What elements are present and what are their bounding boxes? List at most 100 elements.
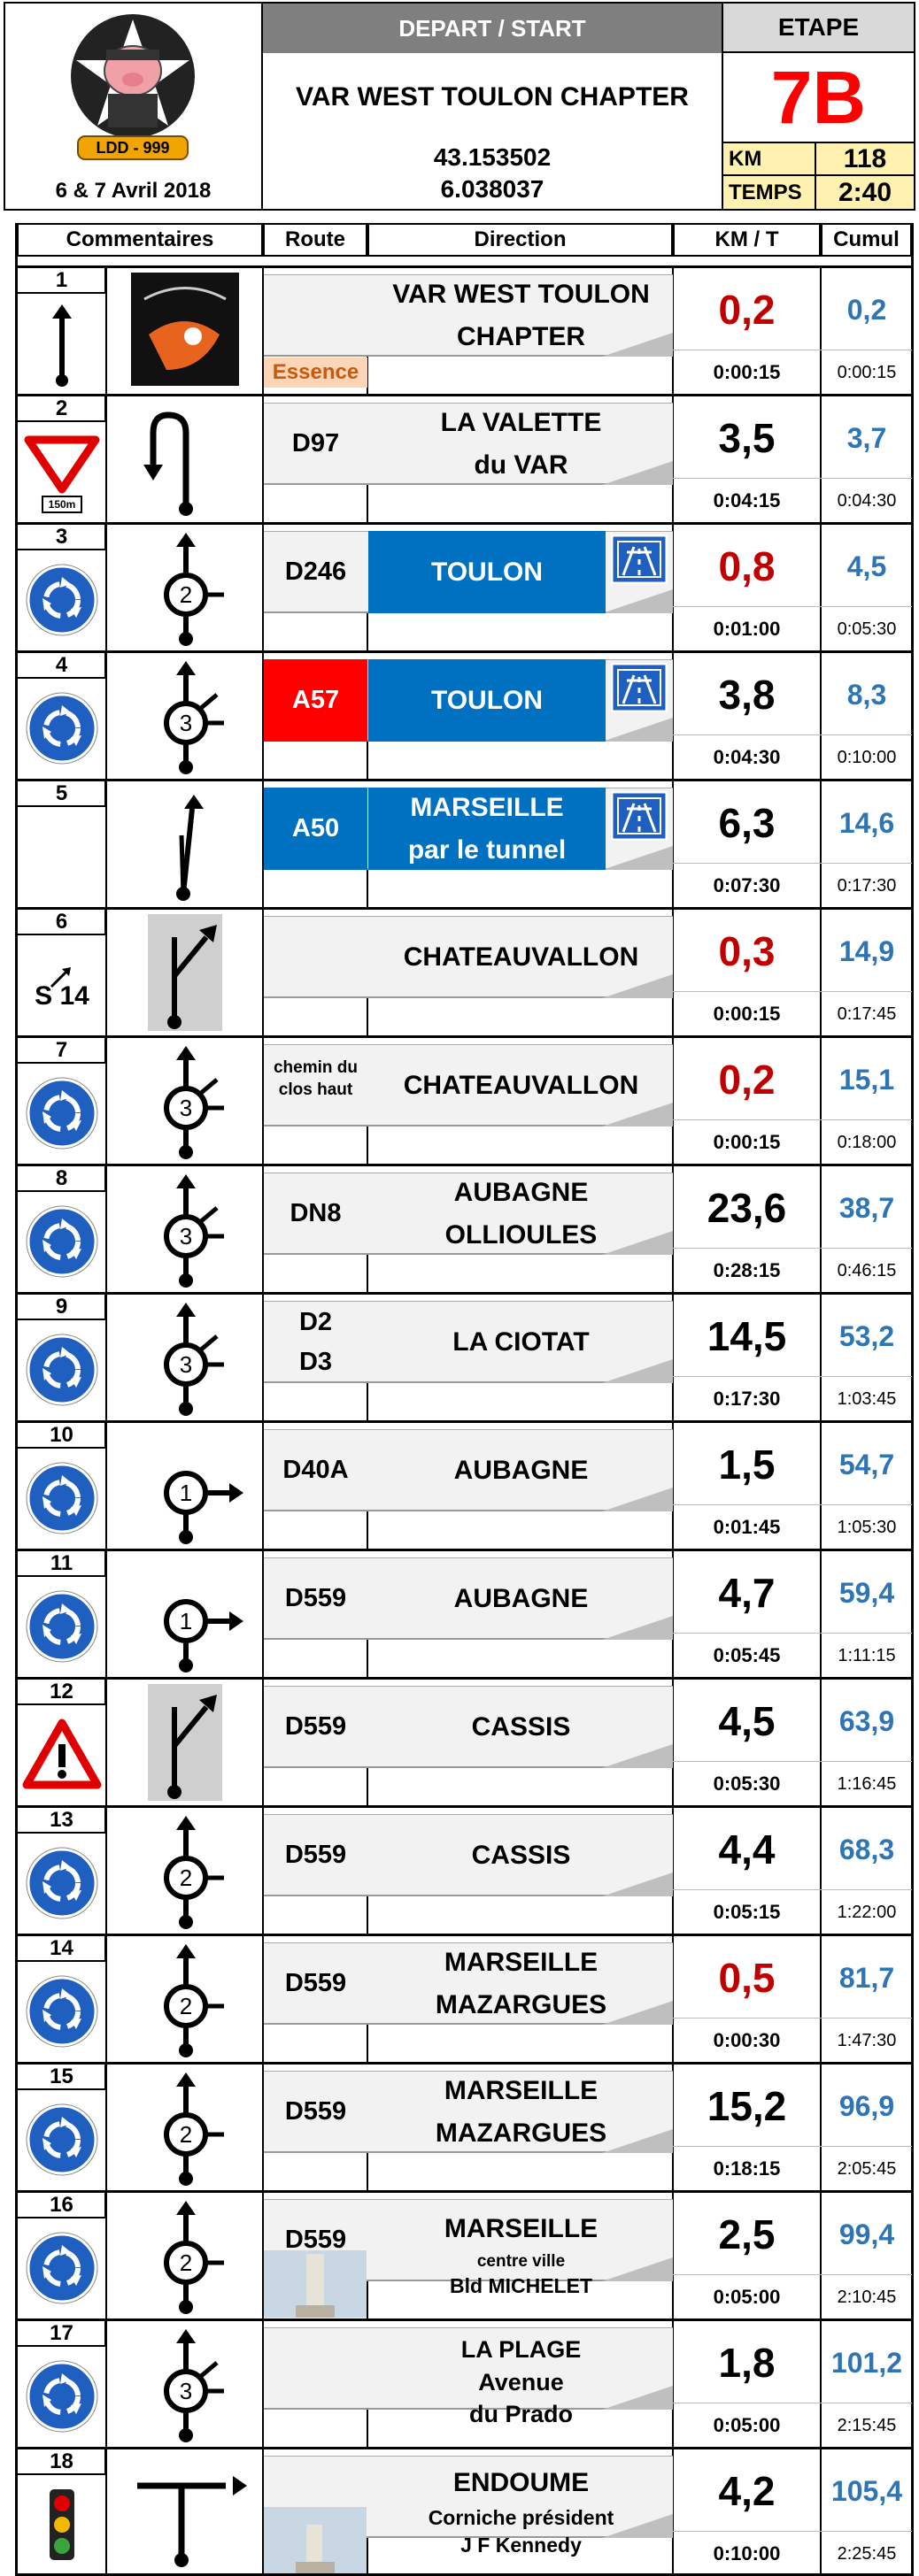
cumul-km: 68,3 [822,1812,912,1887]
divider [673,1504,912,1505]
divider [367,1511,368,1549]
motorway-icon [611,534,668,584]
column-header: Route [263,223,367,257]
direction-detail: Corniche président [429,2504,614,2532]
cumul-time: 2:25:45 [822,2535,912,2572]
cumul-km: 38,7 [822,1171,912,1245]
arrow-head [176,1944,196,1958]
direction-line: CASSIS [472,1706,571,1749]
divider [673,2146,912,2147]
logo-glasses [106,50,159,60]
row-border [17,1420,912,1423]
route-line: D559 [285,1579,346,1619]
number: 3 [17,524,106,550]
segment-km: 0,2 [673,1042,821,1117]
yield-icon: 150m [18,427,106,516]
route-line: D3 [299,1342,332,1382]
divider [673,1248,912,1249]
cumul-time: 0:17:45 [822,996,912,1033]
divider [673,1376,912,1377]
icon-text: 3 [180,710,192,736]
route-line: DN8 [290,1194,341,1234]
divider [367,1768,368,1805]
route [264,2456,367,2538]
warning-bar [58,1744,66,1767]
roundabout-diagram: 3 [120,1167,261,1291]
cumul-km: 15,1 [822,1042,912,1117]
roundabout-diagram: 3 [120,1039,261,1163]
arrow-head [52,304,72,319]
sign-disc [28,1465,96,1532]
arrow-head [176,2072,196,2087]
entry-dot [179,1273,193,1288]
club-logo: LDD - 999 [53,7,212,162]
row-border [17,1934,912,1936]
roundabout-diagram: 1 [120,1424,261,1548]
side-road [200,1336,217,1350]
route: D559 [264,1686,367,1768]
segment-km: 6,3 [673,786,821,860]
number: 18 [17,2449,106,2475]
cumul-time: 0:10:00 [822,739,912,776]
cumul-time: 2:05:45 [822,2150,912,2188]
direction-line: MAZARGUES [436,2112,606,2155]
band-corner [602,589,673,613]
direction-line: CHATEAUVALLON [404,936,639,979]
cumul-km: 59,4 [822,1556,912,1630]
roundabout-sign [18,684,106,773]
segment-km: 1,8 [673,2326,821,2400]
number: 9 [17,1294,106,1320]
roadbook-row: 1EssenceVAR WEST TOULONCHAPTER0,20:00:15… [0,265,919,394]
sign-disc [28,1978,96,2045]
entry-dot [167,1015,181,1029]
arrow-head [233,2476,247,2495]
divider [367,613,368,650]
row-border [17,522,912,525]
column-header: Commentaires [17,223,263,257]
divider [367,2153,368,2190]
direction-line: du Prado [469,2398,573,2430]
entry-dot [179,502,193,516]
number: 2 [17,396,106,422]
sign-disc [28,2234,96,2302]
segment-time: 0:00:15 [673,1124,821,1161]
divider [673,2531,912,2532]
direction-line: AUBAGNE [454,1172,589,1214]
roadbook-row: 9 3D2D3LA CIOTAT14,50:17:3053,21:03:45 [0,1292,919,1420]
arrow-head [176,661,196,675]
direction: CHATEAUVALLON [368,1044,674,1127]
row-border [17,650,912,653]
cumul-time: 0:18:00 [822,1124,912,1161]
yield-sign [28,440,96,489]
row-border [17,1549,912,1551]
segment-km: 15,2 [673,2069,821,2143]
route-line: D559 [285,2220,346,2260]
number: 10 [17,1422,106,1449]
roundabout-diagram: 2 [120,1809,261,1933]
icon-text: 1 [180,1480,192,1506]
sign-disc [28,1593,96,1660]
divider [105,779,107,907]
icon-text: 2 [180,2121,192,2148]
route: D559 [264,1557,367,1640]
logo-snout [122,73,143,87]
entry-dot [179,1915,193,1929]
direction-detail: Bld MICHELET [450,2272,592,2300]
segment-km: 3,8 [673,657,821,732]
side-road [200,695,217,709]
arrow-head [176,1816,196,1830]
icon-text: 3 [180,1351,192,1378]
cumul-km: 8,3 [822,657,912,732]
arrow-head [176,533,196,547]
route [264,2327,367,2410]
number: 1 [17,267,106,294]
route: D559 [264,1942,367,2025]
divider [673,1633,912,1634]
direction-line: LA CIOTAT [452,1321,589,1364]
roadbook-row: 4 3A57TOULON3,80:04:308,30:10:00 [0,650,919,779]
row-border [17,394,912,396]
turn-diagram [120,911,261,1034]
segment-time: 0:07:30 [673,867,821,904]
roadbook-row: 3 2D246TOULON0,80:01:004,50:05:30 [0,522,919,650]
